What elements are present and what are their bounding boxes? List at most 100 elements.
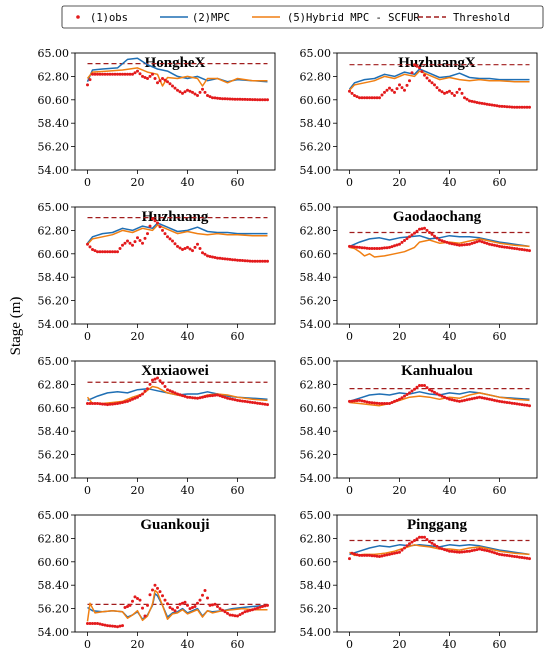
obs-point-gaodaochang: [473, 241, 476, 245]
obs-point-kanhualou: [475, 396, 479, 400]
obs-point-huzhuang: [213, 256, 217, 259]
series-line-5-hybrid-mpc-scfur-xuxiaowei: [86, 385, 268, 405]
obs-point-kanhualou: [470, 397, 474, 401]
obs-point-huzhuang: [111, 250, 114, 254]
obs-point-xuxiaowei: [256, 401, 259, 405]
legend-entry-2-mpc: (2)MPC: [160, 12, 230, 24]
x-tick-label-gaodaochang: 60: [493, 330, 507, 343]
obs-point-honghex: [191, 90, 194, 94]
obs-point-huzhuangx: [363, 96, 366, 100]
obs-point-huzhuang: [176, 244, 179, 248]
y-tick-label-gaodaochang: 60.60: [300, 248, 332, 261]
obs-point-guankouji: [163, 598, 167, 602]
obs-point-huzhuangx: [425, 76, 429, 80]
obs-point-huzhuangx: [480, 101, 484, 105]
y-tick-label-pinggang: 54.00: [300, 626, 332, 639]
obs-point-xuxiaowei: [206, 394, 209, 398]
obs-point-huzhuang: [193, 245, 197, 249]
obs-point-kanhualou: [398, 397, 401, 401]
obs-point-xuxiaowei: [236, 398, 239, 402]
x-tick-label-pinggang: 60: [493, 638, 507, 651]
obs-point-guankouji: [161, 594, 164, 598]
obs-point-huzhuangx: [478, 101, 481, 105]
obs-point-huzhuangx: [350, 91, 354, 95]
y-tick-label-honghex: 56.20: [38, 141, 70, 154]
x-tick-label-huzhuang: 40: [181, 330, 195, 343]
x-tick-label-kanhualou: 40: [443, 484, 457, 497]
obs-point-honghex: [266, 98, 269, 102]
obs-point-guankouji: [103, 623, 107, 627]
obs-point-honghex: [213, 96, 217, 100]
obs-point-xuxiaowei: [228, 397, 232, 401]
obs-point-honghex: [91, 72, 94, 76]
obs-point-huzhuangx: [453, 94, 456, 97]
obs-point-pinggang: [483, 548, 486, 552]
obs-point-huzhuang: [206, 254, 209, 258]
obs-point-huzhuang: [151, 217, 154, 221]
obs-point-pinggang: [453, 550, 456, 554]
obs-point-huzhuang: [91, 248, 94, 251]
obs-point-kanhualou: [443, 395, 446, 399]
y-tick-label-honghex: 58.40: [38, 117, 70, 130]
obs-point-guankouji: [263, 604, 267, 608]
obs-point-kanhualou: [508, 401, 511, 405]
obs-point-huzhuangx: [433, 83, 436, 87]
y-tick-label-xuxiaowei: 65.00: [38, 355, 70, 368]
obs-point-huzhuangx: [518, 105, 521, 109]
obs-point-huzhuangx: [358, 96, 361, 100]
obs-point-honghex: [93, 72, 97, 76]
obs-point-huzhuangx: [513, 105, 516, 109]
obs-point-honghex: [161, 77, 164, 80]
obs-point-huzhuangx: [418, 66, 421, 70]
obs-point-honghex: [228, 97, 232, 101]
obs-point-xuxiaowei: [106, 403, 109, 407]
obs-point-xuxiaowei: [141, 392, 144, 396]
obs-point-guankouji: [181, 601, 184, 605]
obs-point-gaodaochang: [463, 243, 466, 247]
obs-point-huzhuangx: [458, 87, 461, 91]
obs-point-pinggang: [350, 551, 354, 555]
obs-point-huzhuangx: [403, 88, 406, 92]
obs-point-kanhualou: [383, 402, 386, 405]
obs-point-kanhualou: [408, 391, 411, 395]
obs-point-xuxiaowei: [243, 399, 247, 403]
obs-point-huzhuang: [228, 257, 232, 261]
obs-point-guankouji: [113, 624, 117, 628]
obs-point-guankouji: [98, 622, 102, 626]
obs-point-xuxiaowei: [201, 395, 204, 399]
obs-point-kanhualou: [403, 394, 406, 398]
obs-point-gaodaochang: [475, 240, 479, 244]
obs-point-xuxiaowei: [191, 396, 194, 400]
plot-area-honghex: [86, 57, 269, 102]
obs-point-gaodaochang: [388, 245, 391, 249]
obs-point-guankouji: [88, 622, 92, 625]
x-tick-label-huzhuangx: 0: [346, 176, 353, 189]
y-tick-label-guankouji: 62.80: [38, 532, 70, 545]
obs-point-gaodaochang: [488, 242, 491, 246]
series-line-2-mpc-pinggang: [349, 544, 530, 556]
obs-point-kanhualou: [490, 398, 494, 402]
obs-point-gaodaochang: [515, 247, 519, 251]
x-tick-label-gaodaochang: 40: [443, 330, 457, 343]
obs-point-pinggang: [425, 538, 429, 541]
panel-title-gaodaochang: Gaodaochang: [393, 209, 482, 225]
obs-point-kanhualou: [440, 394, 444, 398]
obs-point-pinggang: [373, 554, 376, 558]
y-tick-label-honghex: 65.00: [38, 47, 70, 60]
obs-point-honghex: [216, 96, 219, 100]
obs-point-huzhuangx: [525, 105, 529, 109]
obs-point-huzhuang: [161, 228, 164, 232]
obs-point-kanhualou: [460, 399, 464, 403]
obs-point-gaodaochang: [513, 247, 516, 250]
obs-point-huzhuangx: [448, 89, 451, 93]
legend: (1)obs (2)MPC (5)Hybrid MPC - SCFUR Thresho…: [61, 5, 544, 29]
obs-point-gaodaochang: [358, 245, 361, 249]
obs-point-xuxiaowei: [186, 395, 189, 399]
obs-point-guankouji: [123, 606, 127, 609]
obs-point-xuxiaowei: [136, 395, 139, 399]
obs-point-pinggang: [413, 539, 416, 542]
obs-point-huzhuangx: [490, 103, 494, 107]
obs-point-xuxiaowei: [133, 396, 137, 400]
obs-point-huzhuangx: [388, 86, 391, 90]
